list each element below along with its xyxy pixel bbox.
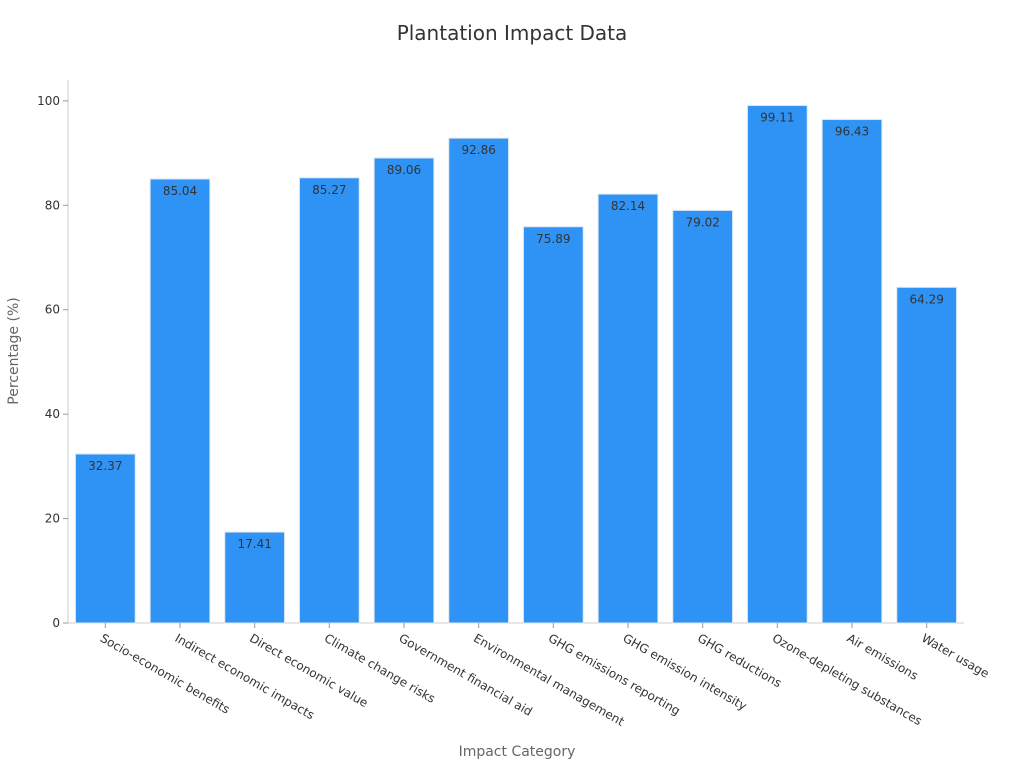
bar [224, 531, 286, 624]
x-tick-label: GHG emission intensity [621, 631, 750, 713]
y-tick-label: 40 [45, 407, 60, 421]
bar [448, 137, 510, 624]
x-tick-label: GHG emissions reporting [546, 631, 683, 718]
x-tick-label: Ozone-depleting substances [770, 631, 925, 728]
bar-value-label: 92.86 [461, 143, 495, 157]
x-tick-label: Water usage [919, 631, 991, 681]
bar-value-label: 17.41 [237, 537, 271, 551]
bar-value-label: 82.14 [611, 199, 645, 213]
y-tick-label: 80 [45, 198, 60, 212]
x-axis-label: Impact Category [459, 744, 576, 760]
bar [298, 177, 360, 624]
y-tick-label: 0 [52, 616, 60, 630]
x-tick-label: Air emissions [845, 631, 921, 683]
bar-value-label: 64.29 [909, 292, 943, 306]
x-tick-label: Environmental management [471, 631, 627, 729]
chart-title: Plantation Impact Data [397, 21, 628, 45]
bar [746, 105, 808, 624]
bar [373, 157, 435, 624]
x-tick-label: Indirect economic impacts [173, 631, 317, 722]
x-tick-label: Government financial aid [397, 631, 535, 719]
x-tick-label: Socio-economic benefits [98, 631, 232, 717]
bar-value-label: 85.27 [312, 183, 346, 197]
bar [522, 226, 584, 624]
bar-value-label: 79.02 [685, 215, 719, 229]
y-tick-label: 20 [45, 512, 60, 526]
bar [821, 119, 883, 624]
x-tick-label: Direct economic value [247, 631, 370, 710]
bar [597, 193, 659, 624]
bar [74, 453, 136, 624]
bar-value-label: 32.37 [88, 459, 122, 473]
bar-value-label: 96.43 [835, 125, 869, 139]
plot-area: 0 20 40 60 80 100 32.37 Socio-economic benefits… [37, 80, 992, 729]
bar [149, 178, 211, 624]
bar-value-label: 85.04 [163, 184, 197, 198]
y-axis-label: Percentage (%) [6, 297, 22, 404]
y-tick-label: 60 [45, 303, 60, 317]
bar-value-label: 75.89 [536, 232, 570, 246]
bar [896, 286, 958, 624]
bar [672, 209, 734, 624]
bar-value-label: 99.11 [760, 111, 794, 125]
y-tick-label: 100 [37, 94, 60, 108]
bar-value-label: 89.06 [387, 163, 421, 177]
